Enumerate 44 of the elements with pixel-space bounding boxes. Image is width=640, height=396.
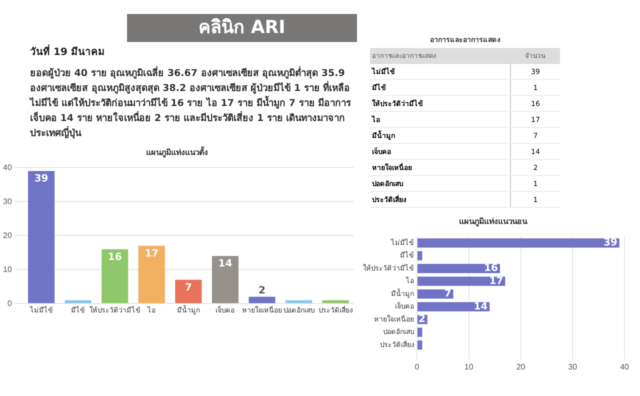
x-tick-label: 30 xyxy=(568,362,578,372)
chart-title: แผนภูมิแท่งแนวตั้ง xyxy=(146,146,208,158)
bar xyxy=(418,340,422,350)
bar xyxy=(418,328,422,337)
bar xyxy=(418,302,490,312)
bar xyxy=(418,276,506,286)
bar xyxy=(248,296,276,304)
x-tick-label: 0 xyxy=(414,362,420,372)
data-label: 39 xyxy=(34,174,48,185)
data-label: 2 xyxy=(418,314,426,326)
bar xyxy=(418,289,454,299)
bar xyxy=(64,300,92,304)
bar xyxy=(175,280,202,304)
data-label: 7 xyxy=(444,288,452,300)
data-label: 2 xyxy=(258,285,266,296)
data-label: 7 xyxy=(184,282,192,294)
x-tick-label: 20 xyxy=(516,362,526,372)
data-label: 14 xyxy=(218,258,232,270)
bar xyxy=(418,238,620,248)
y-tick-label: 20 xyxy=(2,230,12,240)
bar xyxy=(212,256,239,304)
x-tick-label: 40 xyxy=(620,362,630,372)
data-label: 16 xyxy=(484,263,498,274)
data-label: 17 xyxy=(489,276,504,287)
data-label: 14 xyxy=(474,301,488,312)
bar xyxy=(102,249,128,304)
bar xyxy=(418,251,422,260)
data-label: 16 xyxy=(108,252,122,263)
x-tick-label: 10 xyxy=(464,362,474,372)
chart-title: แผนภูมิแท่งแนวนอน xyxy=(459,217,528,228)
text: คลินิก ARI xyxy=(127,14,357,42)
y-tick-label: 40 xyxy=(2,162,12,172)
bar xyxy=(138,246,165,304)
bar xyxy=(418,264,500,274)
data-label: 39 xyxy=(603,238,618,249)
text: วันที่ 19 มีนาคม xyxy=(30,44,105,59)
y-tick-label: 30 xyxy=(2,196,12,206)
y-tick-label: 10 xyxy=(2,264,12,274)
bar xyxy=(286,300,312,304)
data-label: 17 xyxy=(144,248,159,260)
bar xyxy=(322,300,349,304)
text: ยอดผู้ป่วย 40 ราย อุณหภูมิเฉลี่ย 36.67 องศาเซลเซียส อุณหภูมิต่ำสุด 35.9 องศาเซลเซียส อุณหภูมิสูงสุดสุด 38.2 องศาเซลเซียส ผู้ป่วยมีไข้ 1 ราย ที่เหลือ ไม่มีไข้ แต่ให้ประวัติก่อนมาว่ามีไข้ 16 ราย ไอ 17 ราย มีน้ำมูก 7 ราย มีอาการ เจ็บคอ 14 ราย หายใจเหนื่อย 2 ราย และมีประวัติเสี่ยง 1 ราย เดินทางมาจาก ประเทศญี่ปุ่น xyxy=(30,66,352,141)
y-tick-label: 0 xyxy=(7,298,12,308)
bar xyxy=(28,171,55,304)
